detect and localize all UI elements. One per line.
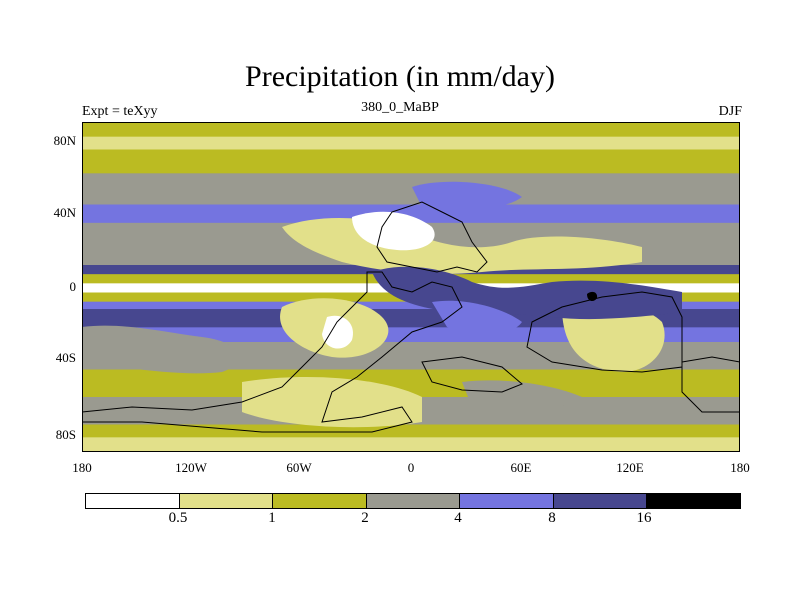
land-outlines	[82, 201, 740, 433]
colorbar-box	[366, 494, 461, 508]
latitude-band	[82, 424, 740, 438]
colorbar-label: 1	[268, 510, 276, 526]
map-title: Precipitation (in mm/day)	[245, 60, 555, 93]
light-region	[562, 302, 665, 372]
light-region	[242, 377, 422, 428]
latitude-band	[82, 204, 740, 224]
latitude-band	[82, 173, 740, 205]
colorbar-box	[179, 494, 274, 508]
colorbar-box	[647, 494, 741, 508]
colorbar-box	[273, 494, 367, 508]
wet-region	[412, 181, 522, 210]
colorbar-box	[460, 494, 554, 508]
colorbar	[85, 493, 741, 509]
season-label: DJF	[718, 104, 742, 119]
dry-region	[352, 211, 435, 251]
wet-region	[432, 300, 522, 334]
lat-label-40n: 40N	[53, 205, 76, 220]
map-border	[82, 122, 740, 452]
lon-label-180e: 180	[730, 460, 750, 475]
precipitation-map	[82, 122, 740, 452]
latitude-band	[82, 149, 740, 174]
latitude-band	[82, 136, 740, 150]
lon-label-180w: 180	[72, 460, 92, 475]
lon-label-0: 0	[407, 460, 415, 475]
lat-label-0: 0	[69, 279, 77, 294]
colorbar-label: 16	[636, 510, 652, 526]
time-label: 380_0_MaBP	[361, 100, 439, 115]
colorbar-label: 4	[454, 510, 462, 526]
lon-label-60e: 60E	[510, 460, 532, 475]
colorbar-label: 8	[548, 510, 556, 526]
colorbar-label: 2	[361, 510, 369, 526]
experiment-label: Expt = teXyy	[82, 104, 158, 119]
lat-label-80n: 80N	[53, 133, 76, 148]
lon-label-60w: 60W	[286, 460, 312, 475]
lat-label-80s: 80S	[55, 427, 76, 442]
mid-region	[82, 325, 240, 374]
colorbar-label: 0.5	[168, 510, 188, 526]
lat-label-40s: 40S	[55, 350, 76, 365]
latitude-band	[82, 437, 740, 452]
colorbar-box	[553, 494, 648, 508]
latitude-band	[82, 122, 740, 138]
latitude-band	[82, 301, 740, 310]
colorbar-box	[86, 494, 180, 508]
precipitation-blobs	[82, 181, 682, 428]
lon-label-120e: 120E	[616, 460, 644, 475]
lon-label-120w: 120W	[175, 460, 207, 475]
mid-region	[462, 380, 582, 411]
dry-region	[322, 315, 353, 349]
